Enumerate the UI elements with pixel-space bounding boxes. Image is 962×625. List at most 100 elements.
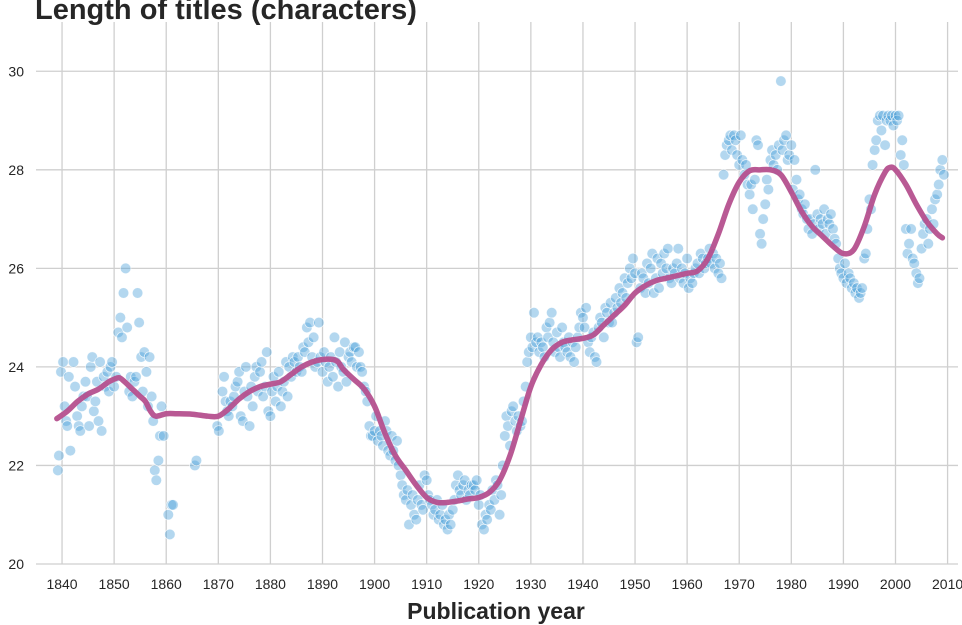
data-point (353, 346, 365, 358)
data-point (866, 159, 879, 171)
data-point (938, 169, 950, 181)
data-point (421, 474, 433, 486)
data-point (327, 371, 339, 383)
x-tick-label: 1850 (99, 576, 130, 592)
data-point (892, 109, 905, 122)
data-point (645, 262, 657, 275)
data-point (629, 267, 641, 279)
x-axis-label: Publication year (407, 598, 585, 624)
data-point (131, 287, 144, 299)
data-point (255, 356, 268, 368)
data-point (133, 316, 145, 329)
data-point (556, 321, 568, 334)
data-point (762, 183, 775, 196)
grid (36, 22, 958, 565)
data-point (757, 213, 769, 225)
data-point (825, 208, 837, 220)
data-point (681, 252, 693, 265)
x-tick-label: 1960 (672, 576, 703, 592)
data-point (485, 504, 497, 516)
data-point (908, 257, 920, 270)
data-point (903, 238, 915, 250)
data-point (686, 277, 698, 289)
data-point (735, 129, 747, 141)
scatter-points (52, 75, 950, 541)
data-point (714, 257, 726, 270)
x-tick-label: 1860 (151, 576, 182, 592)
data-point (339, 336, 351, 348)
data-point (875, 124, 888, 137)
data-point (61, 420, 73, 432)
x-tick-label: 1930 (515, 576, 546, 592)
data-point (64, 445, 77, 457)
data-point (85, 361, 97, 373)
tick-labels: 1840 1850 1860 1870 1880 1890 1900 1910 1920 1930… (8, 63, 962, 592)
x-tick-label: 2000 (880, 576, 911, 592)
data-point (150, 474, 162, 486)
x-tick-label: 1870 (203, 576, 234, 592)
data-point (410, 514, 422, 526)
y-tick-label: 26 (8, 260, 24, 276)
data-point (114, 311, 127, 324)
data-point (313, 316, 325, 329)
data-point (145, 390, 158, 403)
data-point (130, 371, 142, 383)
data-point (140, 366, 153, 378)
data-point (578, 321, 591, 334)
data-point (839, 257, 851, 270)
data-point (495, 489, 507, 501)
x-tick-label: 1980 (776, 576, 807, 592)
data-point (167, 499, 179, 511)
data-point (67, 356, 80, 368)
x-tick-label: 1990 (828, 576, 859, 592)
data-point (905, 223, 917, 235)
data-point (922, 238, 934, 250)
data-point (69, 380, 81, 393)
data-point (869, 144, 881, 156)
data-point (856, 282, 868, 294)
data-point (213, 425, 225, 437)
y-tick-label: 30 (8, 63, 24, 79)
data-point (152, 454, 165, 467)
data-point (788, 154, 801, 166)
data-point (537, 341, 549, 353)
data-point (931, 188, 943, 201)
y-tick-label: 22 (8, 457, 24, 473)
data-point (860, 247, 872, 260)
data-point (52, 464, 64, 477)
y-tick-label: 24 (8, 359, 24, 375)
data-point (216, 385, 229, 398)
data-point (356, 366, 368, 378)
data-point (528, 307, 540, 319)
data-point (63, 371, 75, 383)
data-point (590, 356, 603, 368)
data-point (88, 405, 100, 417)
data-point (761, 174, 773, 186)
data-point (898, 159, 910, 171)
data-point (632, 331, 644, 343)
data-point (933, 178, 945, 191)
data-point (240, 361, 252, 373)
data-point (493, 509, 506, 521)
data-point (254, 366, 266, 378)
data-point (913, 272, 926, 284)
data-point (926, 203, 938, 215)
data-point (780, 129, 792, 141)
data-point (447, 504, 459, 516)
data-point (896, 134, 908, 146)
data-point (471, 474, 483, 486)
data-point (243, 420, 256, 432)
data-point (164, 528, 176, 541)
data-point (749, 174, 761, 186)
data-point (391, 435, 403, 447)
data-point (577, 311, 589, 324)
data-point (307, 331, 320, 343)
data-point (478, 523, 490, 536)
data-point (328, 331, 341, 343)
data-point (785, 139, 797, 151)
trend-line (54, 164, 946, 506)
data-point (95, 425, 108, 437)
data-point (143, 351, 156, 363)
data-point (790, 174, 803, 186)
